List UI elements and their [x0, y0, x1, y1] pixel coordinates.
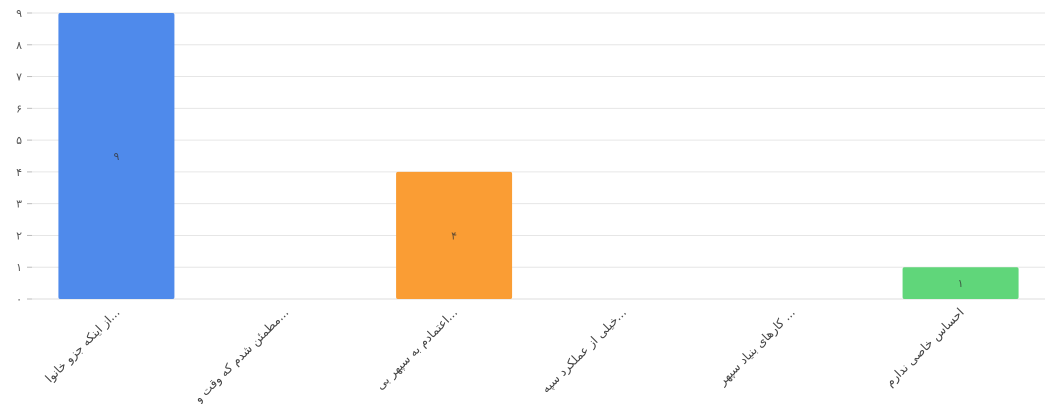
y-tick-label: ۳ [16, 198, 22, 211]
x-axis-labels: از اینکه جزو خانوا... مطمئن شدم که وقت و.… [43, 305, 968, 404]
y-tick-label: ۷ [16, 71, 22, 84]
bar-value-label: ۱ [958, 277, 964, 290]
y-tick-label: ۹ [16, 7, 22, 20]
bar [58, 13, 175, 299]
grid-lines [32, 12, 1045, 300]
x-category-label: از اینکه جزو خانوا... [43, 305, 124, 386]
y-tick-label: ۱ [16, 261, 22, 274]
bar-value-label: ۴ [451, 229, 457, 242]
x-category-label: خیلی از عملکرد سپه... [539, 305, 630, 396]
bars: ۹ ۴ ۱ [58, 13, 1019, 299]
bar [902, 267, 1019, 299]
y-tick-label: ۶ [16, 102, 22, 115]
x-category-label: مطمئن شدم که وقت و... [190, 305, 292, 404]
x-category-label: اعتمادم به سپهر بی... [373, 305, 461, 393]
y-axis: ۰ ۱ ۲ ۳ ۴ ۵ ۶ ۷ ۸ ۹ [16, 7, 32, 306]
y-tick-label: ۴ [16, 166, 22, 179]
x-category-label: کارهای بنیاد سپهر ... [715, 305, 799, 389]
y-tick-label: ۵ [16, 134, 22, 147]
y-tick-label: ۲ [16, 229, 22, 242]
bar-value-label: ۹ [113, 150, 119, 163]
y-tick-label: ۸ [16, 39, 22, 52]
x-category-label: احساس خاصی ندارم [883, 305, 968, 390]
bar [396, 171, 513, 299]
y-tick-label: ۰ [16, 293, 22, 306]
